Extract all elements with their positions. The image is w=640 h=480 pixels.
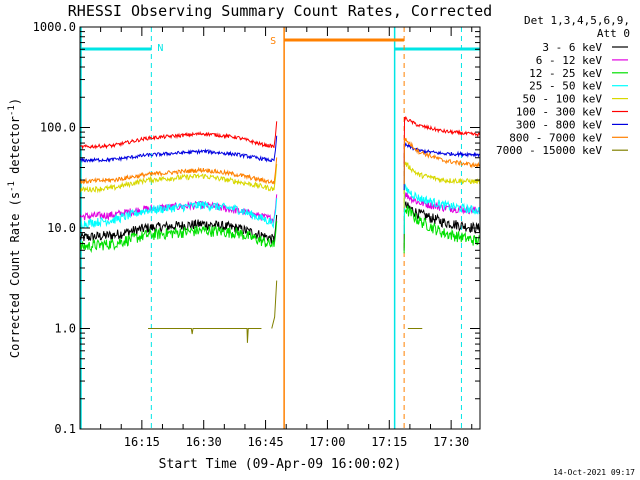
x-tick-label: 16:45	[248, 435, 284, 449]
y-tick-label: 10.0	[47, 221, 76, 235]
series-line	[79, 121, 278, 150]
marker-layer: NS	[80, 27, 480, 429]
y-label-part: detector	[8, 116, 22, 181]
x-axis-label: Start Time (09-Apr-09 16:00:02)	[159, 457, 402, 472]
legend-label: 800 - 7000 keV	[509, 131, 602, 144]
series-line	[271, 280, 278, 329]
series-line	[403, 161, 481, 209]
series-line	[79, 198, 278, 229]
legend-label: 25 - 50 keV	[529, 80, 602, 93]
series-line	[79, 135, 278, 164]
chart-title: RHESSI Observing Summary Count Rates, Co…	[68, 2, 492, 20]
series-line	[79, 164, 278, 194]
legend-label: 12 - 25 keV	[529, 67, 602, 80]
y-label-part: Corrected Count Rate (s	[8, 192, 22, 358]
legend-header-line1: Det 1,3,4,5,6,9,	[524, 14, 630, 27]
series-line	[403, 201, 481, 251]
x-tick-label: 17:30	[433, 435, 469, 449]
series-line	[79, 157, 278, 185]
y-label-exponent: -1	[7, 181, 17, 192]
series-line	[403, 205, 481, 254]
series-line	[403, 183, 481, 234]
y-axis-label: Corrected Count Rate (s-1 detector-1)	[7, 98, 22, 358]
x-tick-label: 17:00	[309, 435, 345, 449]
y-label-exponent: -1	[7, 105, 17, 116]
series-line	[148, 328, 262, 343]
y-tick-label: 1.0	[54, 322, 76, 336]
timestamp: 14-Oct-2021 09:17	[553, 468, 635, 477]
series-line	[403, 115, 481, 164]
legend-label: 300 - 800 keV	[516, 118, 602, 131]
series-line	[79, 221, 278, 254]
night-label: N	[157, 43, 163, 54]
series-line	[403, 141, 480, 191]
y-tick-label: 0.1	[54, 422, 76, 436]
series-line	[403, 137, 481, 185]
legend-label: 50 - 100 keV	[523, 93, 603, 106]
y-label-part: )	[8, 98, 22, 105]
y-tick-label: 100.0	[40, 121, 76, 135]
series-line	[79, 214, 278, 244]
legend-label: 7000 - 15000 keV	[496, 144, 602, 157]
legend-label: 3 - 6 keV	[542, 41, 602, 54]
x-tick-label: 16:30	[186, 435, 222, 449]
y-tick-label: 1000.0	[33, 20, 76, 34]
series-layer	[79, 115, 481, 343]
legend-label: 6 - 12 keV	[536, 54, 603, 67]
series-line	[79, 194, 278, 224]
x-tick-label: 16:15	[124, 435, 160, 449]
axes-layer: 0.1 1.0 10.0 100.0 1000.0 16:15 16:30 16:45 17:0…	[33, 20, 480, 449]
x-tick-label: 17:15	[371, 435, 407, 449]
legend-header-line2: Att 0	[597, 27, 630, 40]
legend-label: 100 - 300 keV	[516, 106, 602, 119]
saa-label: S	[270, 36, 276, 47]
